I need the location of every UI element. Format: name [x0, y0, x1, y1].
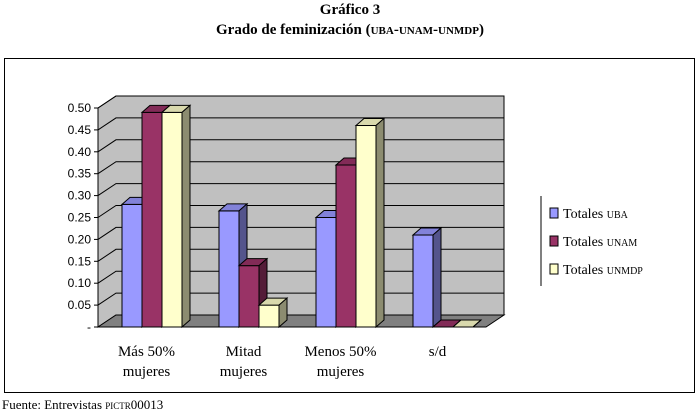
- bar-front: [238, 265, 260, 328]
- bar-front: [218, 210, 240, 328]
- legend-label-institution: unam: [607, 235, 638, 250]
- bar-side: [472, 319, 482, 328]
- legend-label-text: Totales: [563, 263, 607, 278]
- x-category-label: Menos 50%: [304, 344, 376, 360]
- legend-label-text: Totales: [563, 207, 607, 222]
- bar-front: [258, 304, 280, 328]
- bar-front: [355, 125, 377, 328]
- chart-subtitle: Grado de feminización (uba-unam-unmdp): [0, 22, 700, 39]
- legend-label: Totales uba: [563, 207, 629, 222]
- x-category-label: Más 50%: [118, 344, 175, 360]
- gridline: [97, 95, 504, 109]
- bar-front: [335, 164, 357, 328]
- y-tick-label: 0.35: [68, 167, 92, 181]
- subtitle-prefix: Grado de feminización (: [216, 22, 371, 38]
- bar-front: [161, 111, 183, 328]
- y-tick-label: 0.20: [68, 232, 92, 246]
- y-tick-label: 0.10: [68, 276, 92, 290]
- y-tick-label: 0.25: [68, 211, 92, 225]
- x-category-label: s/d: [429, 344, 447, 360]
- x-category-label: mujeres: [317, 364, 365, 380]
- source-prefix: Fuente: Entrevistas: [2, 397, 106, 412]
- bar-side: [181, 104, 191, 329]
- bar-front: [121, 203, 143, 328]
- y-tick-label: 0.30: [68, 189, 92, 203]
- y-tick-label: -: [87, 320, 91, 334]
- y-tick-label: 0.50: [68, 101, 92, 115]
- chart-frame: [4, 58, 695, 393]
- y-tick-label: 0.15: [68, 254, 92, 268]
- bar-front: [412, 234, 434, 328]
- source-code: pictr: [105, 397, 131, 412]
- legend-label: Totales unam: [563, 235, 637, 250]
- y-tick-label: 0.40: [68, 145, 92, 159]
- legend-swatch: [549, 207, 559, 219]
- bar-front: [315, 217, 337, 328]
- bar-front: [141, 111, 163, 328]
- x-category-label: Mitad: [226, 344, 262, 360]
- legend-swatch: [549, 263, 559, 275]
- source-note: Fuente: Entrevistas pictr00013: [2, 397, 163, 413]
- bar-side: [375, 117, 385, 329]
- legend-label-text: Totales: [563, 235, 607, 250]
- y-tick-label: 0.45: [68, 123, 92, 137]
- chart-title: Gráfico 3: [319, 2, 381, 18]
- legend-label-institution: uba: [607, 207, 629, 222]
- bar-side: [432, 226, 442, 329]
- legend-swatch: [549, 235, 559, 247]
- legend-label-institution: unmdp: [607, 263, 644, 278]
- subtitle-suffix: ): [478, 22, 484, 38]
- source-suffix: 00013: [130, 397, 164, 412]
- y-tick-label: 0.05: [68, 298, 92, 312]
- legend-label: Totales unmdp: [563, 263, 643, 278]
- bar-side: [278, 296, 288, 329]
- subtitle-institutions: uba-unam-unmdp: [370, 22, 479, 38]
- gridline: [97, 117, 504, 131]
- x-category-label: mujeres: [123, 364, 171, 380]
- x-category-label: mujeres: [220, 364, 268, 380]
